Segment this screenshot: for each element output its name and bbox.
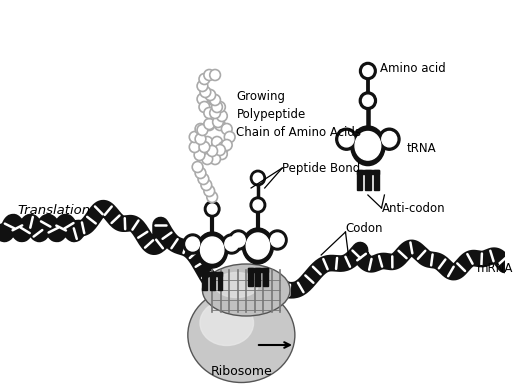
Circle shape [214, 144, 225, 156]
Text: Peptide Bond: Peptide Bond [282, 161, 361, 174]
Ellipse shape [378, 128, 400, 150]
Ellipse shape [204, 201, 220, 217]
Circle shape [360, 63, 375, 79]
Bar [357, 170, 362, 190]
Circle shape [199, 102, 210, 112]
Circle shape [192, 142, 203, 152]
Ellipse shape [207, 204, 217, 214]
Ellipse shape [363, 95, 373, 106]
Circle shape [198, 174, 209, 184]
Ellipse shape [382, 132, 397, 147]
Circle shape [202, 154, 213, 164]
Circle shape [214, 102, 225, 112]
Ellipse shape [339, 132, 354, 147]
Ellipse shape [183, 234, 202, 254]
Bar [365, 170, 371, 190]
Circle shape [218, 142, 229, 152]
Ellipse shape [200, 301, 253, 345]
Bar [248, 268, 253, 286]
Circle shape [189, 142, 200, 152]
Ellipse shape [197, 232, 228, 268]
Ellipse shape [186, 237, 199, 251]
Ellipse shape [188, 288, 295, 383]
Circle shape [251, 171, 265, 185]
Ellipse shape [229, 230, 248, 250]
Circle shape [189, 132, 200, 142]
Circle shape [204, 107, 214, 119]
Circle shape [214, 119, 225, 131]
Bar [357, 170, 379, 174]
Ellipse shape [214, 273, 258, 298]
Circle shape [197, 94, 208, 104]
Ellipse shape [225, 237, 238, 251]
Bar [202, 272, 222, 276]
Ellipse shape [202, 264, 290, 316]
Bar [374, 170, 379, 190]
Circle shape [204, 119, 214, 129]
Text: Anti-codon: Anti-codon [381, 201, 445, 214]
Circle shape [202, 137, 213, 147]
Bar [263, 268, 268, 286]
Circle shape [210, 107, 221, 119]
Circle shape [216, 110, 227, 122]
Ellipse shape [231, 233, 245, 247]
Circle shape [197, 80, 208, 92]
Circle shape [207, 191, 217, 203]
Circle shape [205, 89, 215, 100]
Ellipse shape [355, 132, 381, 160]
Text: tRNA: tRNA [407, 142, 436, 154]
Ellipse shape [200, 237, 224, 263]
Ellipse shape [242, 228, 274, 264]
Text: Growing
Polypeptide
Chain of Amino Acids: Growing Polypeptide Chain of Amino Acids [237, 90, 362, 139]
Circle shape [222, 124, 232, 134]
Circle shape [200, 87, 211, 97]
Circle shape [216, 149, 227, 159]
Bar [202, 272, 207, 290]
Circle shape [195, 167, 206, 179]
Ellipse shape [246, 233, 269, 259]
Circle shape [195, 124, 206, 134]
Circle shape [222, 139, 232, 151]
Ellipse shape [268, 230, 287, 250]
Circle shape [210, 154, 221, 164]
Circle shape [224, 132, 235, 142]
Circle shape [210, 94, 221, 105]
Bar [255, 268, 261, 286]
Circle shape [212, 102, 222, 112]
Circle shape [204, 119, 214, 131]
Text: Amino acid: Amino acid [379, 62, 445, 75]
Circle shape [209, 94, 220, 105]
Circle shape [202, 90, 213, 102]
Ellipse shape [253, 200, 263, 210]
Circle shape [207, 146, 217, 156]
Circle shape [194, 149, 205, 161]
Ellipse shape [270, 233, 284, 247]
Ellipse shape [359, 92, 376, 109]
Bar [217, 272, 222, 290]
Ellipse shape [351, 126, 385, 166]
Bar [248, 268, 268, 272]
Circle shape [195, 134, 206, 144]
Text: Codon: Codon [346, 221, 383, 234]
Ellipse shape [336, 128, 357, 150]
Circle shape [201, 179, 212, 191]
Circle shape [213, 117, 223, 127]
Circle shape [212, 137, 222, 147]
Circle shape [192, 161, 203, 172]
Text: mRNA: mRNA [477, 261, 513, 275]
Ellipse shape [222, 234, 241, 254]
Circle shape [197, 124, 208, 136]
Circle shape [199, 74, 210, 84]
Bar [210, 272, 214, 290]
Circle shape [199, 142, 210, 152]
Circle shape [204, 186, 214, 196]
Circle shape [204, 70, 214, 80]
Ellipse shape [250, 197, 266, 213]
Text: Translation: Translation [18, 204, 91, 216]
Circle shape [210, 70, 221, 80]
Text: Ribosome: Ribosome [211, 365, 272, 378]
